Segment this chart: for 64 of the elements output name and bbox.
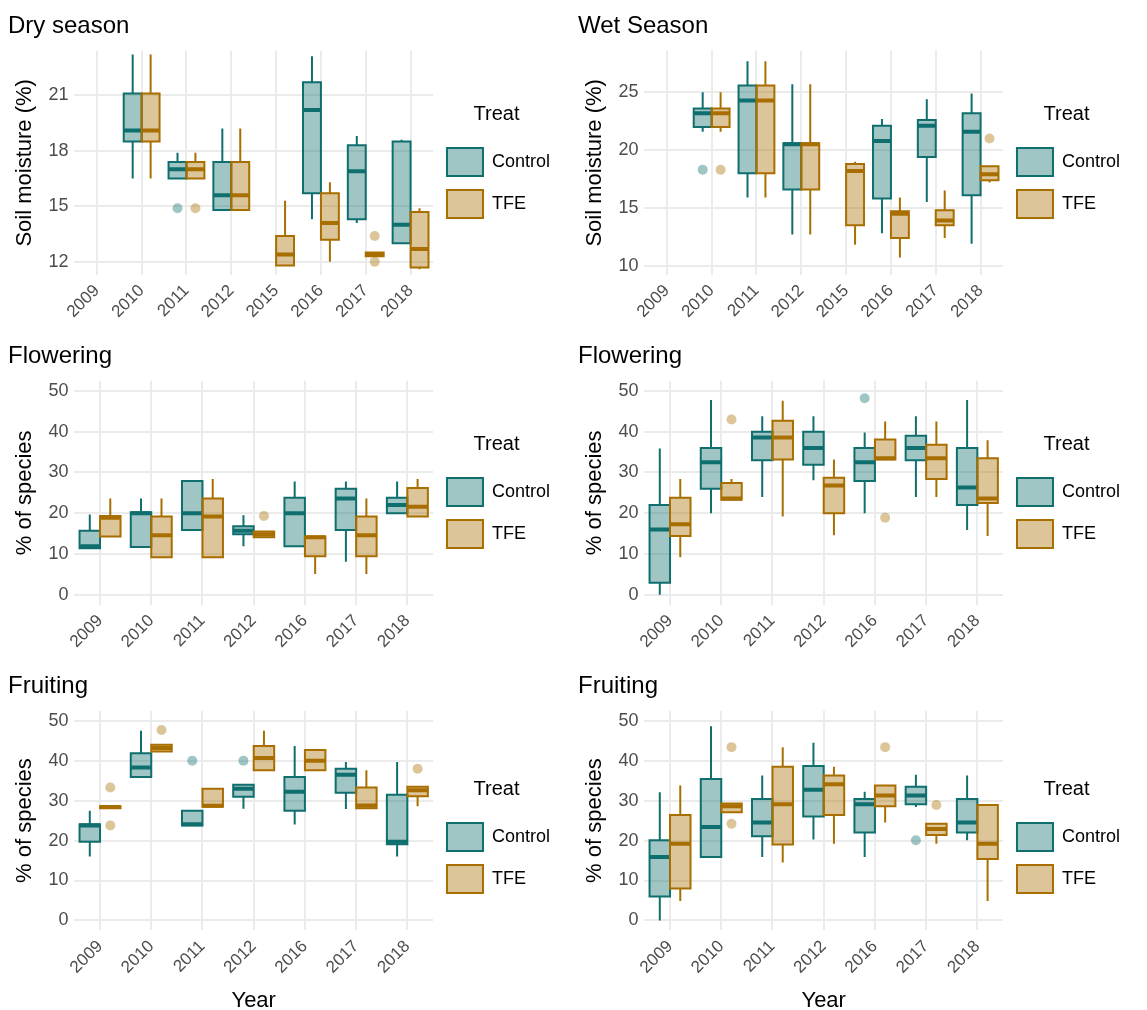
legend-label: Control [491,825,551,846]
x-axis-title: Year [231,986,276,1010]
y-tick-label: 20 [618,829,639,850]
y-tick-label: 30 [48,461,69,482]
legend-label: TFE [491,522,526,543]
y-tick-label: 10 [618,254,639,275]
y-axis-title: % of species [11,430,37,556]
y-tick-label: 10 [48,869,69,890]
y-tick-label: 25 [618,81,639,102]
y-tick-label: 40 [48,420,69,441]
y-tick-label: 15 [618,196,639,217]
legend-label: TFE [1061,522,1096,543]
legend-label: TFE [491,867,526,888]
y-tick-label: 50 [618,709,639,730]
legend-label: TFE [1061,192,1096,213]
legend-title: Treat [473,101,520,124]
y-tick-label: 20 [618,502,639,523]
x-axis-title: Year [801,986,846,1010]
y-tick-label: 21 [48,84,69,105]
y-tick-label: 50 [618,379,639,400]
legend-label: Control [1061,480,1121,501]
y-tick-label: 0 [628,583,639,604]
y-tick-label: 40 [618,749,639,770]
chart-title: Fruiting [8,671,89,699]
y-axis-title: % of species [581,758,607,883]
legend-title: Treat [473,431,520,454]
y-tick-label: 10 [48,542,69,563]
legend-label: TFE [491,192,526,213]
y-tick-label: 0 [628,909,639,930]
y-axis-title: % of species [11,758,37,883]
legend-label: TFE [1061,867,1096,888]
y-axis-title: Soil moisture (%) [581,79,607,247]
chart-title: Dry season [8,11,130,39]
y-tick-label: 40 [48,749,69,770]
y-tick-label: 10 [618,542,639,563]
legend-label: Control [1061,150,1121,171]
legend-label: Control [491,150,551,171]
y-tick-label: 20 [618,139,639,160]
y-tick-label: 12 [48,250,69,271]
y-tick-label: 30 [48,789,69,810]
legend-title: Treat [473,776,520,799]
y-tick-label: 20 [48,502,69,523]
y-tick-label: 10 [618,869,639,890]
chart-title: Fruiting [578,671,659,699]
legend-title: Treat [1043,776,1090,799]
y-axis-title: Soil moisture (%) [11,79,37,247]
chart-title: Wet Season [578,11,709,39]
y-tick-label: 30 [618,789,639,810]
y-tick-label: 18 [48,139,69,160]
legend-label: Control [1061,825,1121,846]
y-tick-label: 50 [48,709,69,730]
legend-title: Treat [1043,101,1090,124]
chart-title: Flowering [8,341,113,369]
y-tick-label: 30 [618,461,639,482]
legend-title: Treat [1043,431,1090,454]
y-tick-label: 20 [48,829,69,850]
y-tick-label: 40 [618,420,639,441]
y-tick-label: 15 [48,195,69,216]
legend-label: Control [491,480,551,501]
y-tick-label: 0 [58,909,69,930]
y-tick-label: 0 [58,583,69,604]
chart-title: Flowering [578,341,683,369]
y-tick-label: 50 [48,379,69,400]
y-axis-title: % of species [581,430,607,556]
